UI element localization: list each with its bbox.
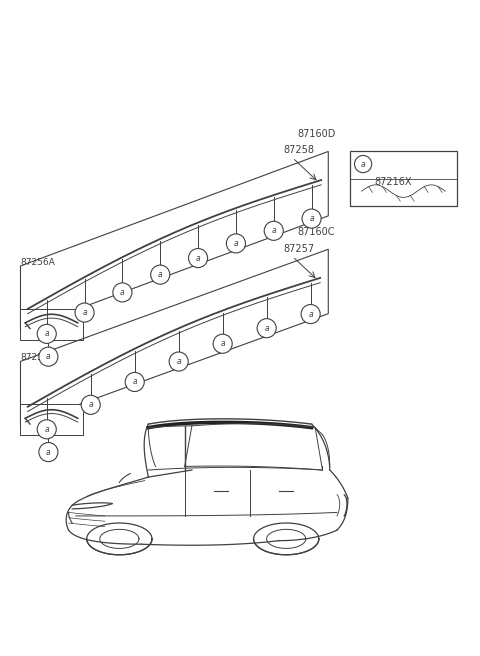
- Circle shape: [169, 352, 188, 371]
- Text: a: a: [196, 254, 200, 262]
- Text: a: a: [45, 329, 49, 338]
- Text: a: a: [176, 357, 181, 366]
- Circle shape: [39, 443, 58, 462]
- Circle shape: [37, 420, 56, 439]
- Circle shape: [355, 155, 372, 173]
- Bar: [21, 404, 83, 436]
- Text: a: a: [234, 239, 238, 248]
- Circle shape: [151, 265, 170, 284]
- Circle shape: [213, 334, 232, 354]
- Text: a: a: [158, 270, 163, 279]
- Circle shape: [39, 347, 58, 366]
- Circle shape: [301, 304, 320, 323]
- Text: a: a: [361, 159, 365, 169]
- Circle shape: [75, 303, 94, 322]
- Circle shape: [81, 396, 100, 415]
- Text: a: a: [220, 339, 225, 348]
- Circle shape: [113, 283, 132, 302]
- Circle shape: [302, 209, 321, 228]
- Text: 87160D: 87160D: [297, 129, 336, 140]
- Text: 87257: 87257: [283, 244, 314, 254]
- Circle shape: [37, 324, 56, 343]
- Text: a: a: [120, 288, 125, 297]
- Text: a: a: [82, 308, 87, 317]
- Circle shape: [227, 234, 245, 253]
- Text: a: a: [264, 323, 269, 333]
- Text: 87256A: 87256A: [21, 258, 55, 267]
- Text: a: a: [308, 310, 313, 319]
- Text: 87216X: 87216X: [374, 177, 412, 187]
- Text: a: a: [271, 226, 276, 236]
- Bar: [350, 152, 457, 206]
- Text: a: a: [46, 447, 51, 457]
- Text: a: a: [45, 425, 49, 434]
- Text: 87255A: 87255A: [21, 354, 55, 362]
- Text: a: a: [309, 214, 314, 223]
- Circle shape: [264, 221, 283, 240]
- Text: a: a: [88, 400, 93, 409]
- Text: 87160C: 87160C: [297, 228, 335, 237]
- Text: a: a: [46, 352, 51, 361]
- Bar: [21, 309, 83, 340]
- Circle shape: [257, 319, 276, 338]
- Circle shape: [125, 373, 144, 392]
- Circle shape: [189, 249, 208, 268]
- Text: 87258: 87258: [283, 145, 314, 155]
- Text: a: a: [132, 377, 137, 386]
